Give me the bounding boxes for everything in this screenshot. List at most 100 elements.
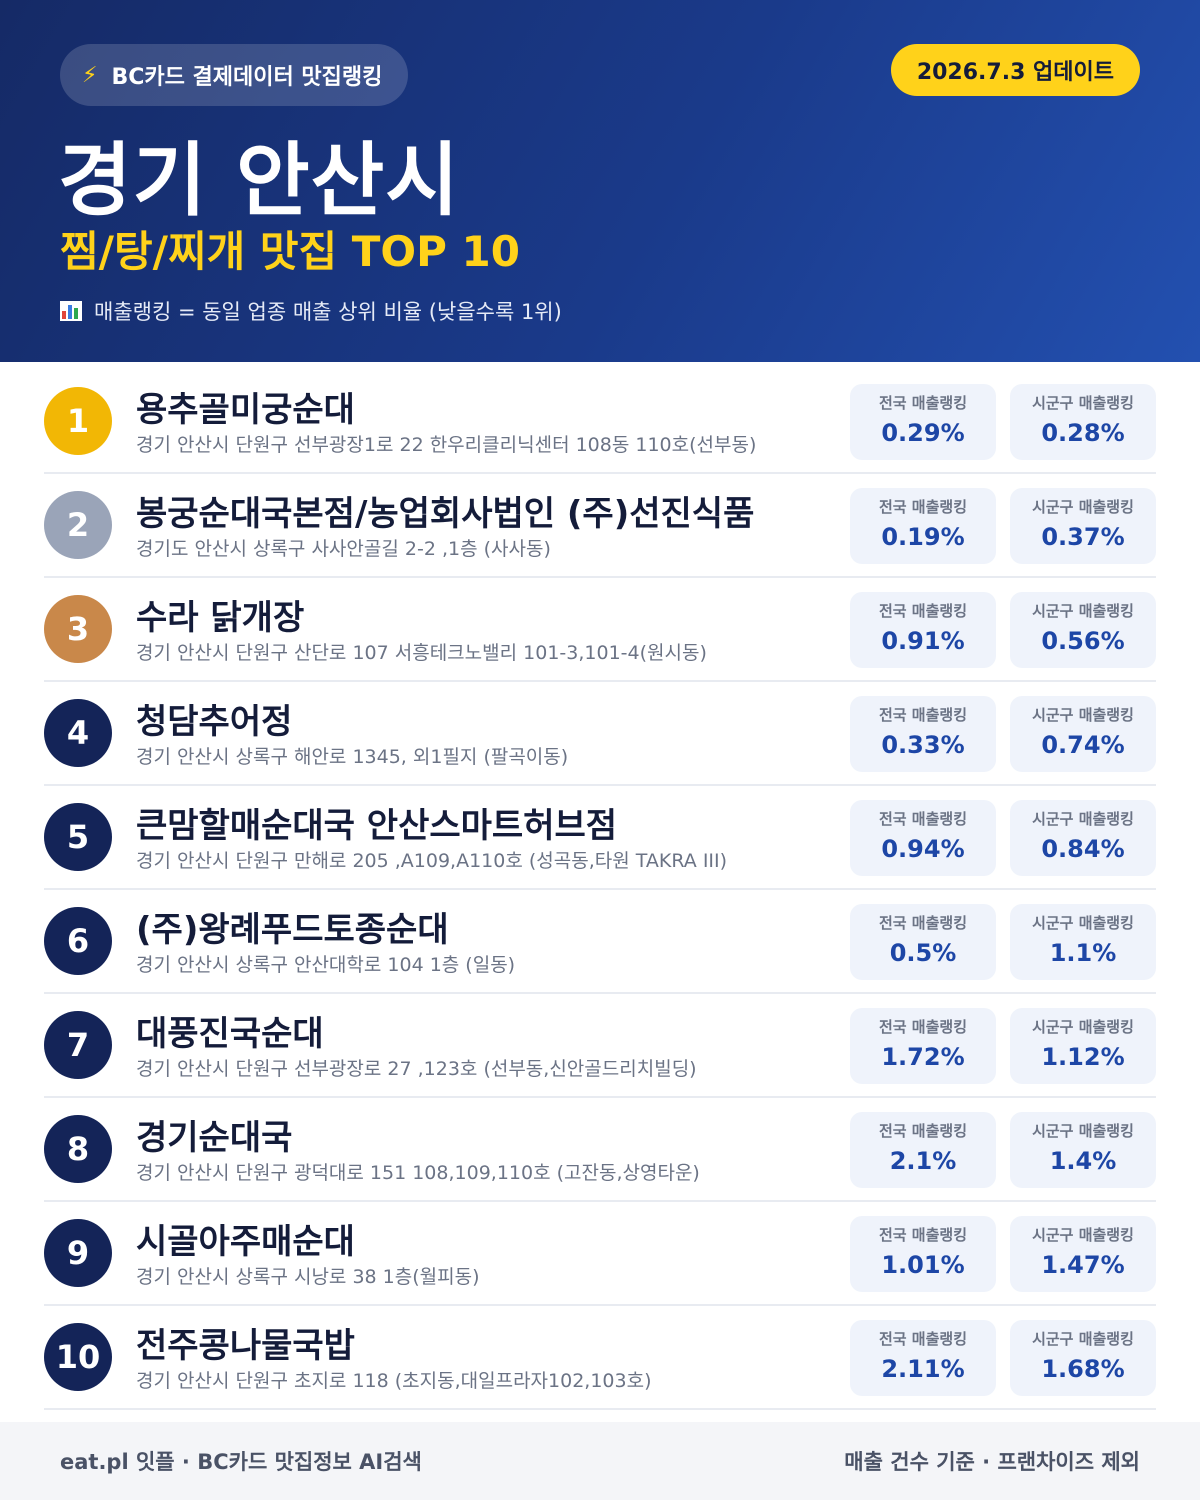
restaurant-address: 경기 안산시 상록구 안산대학로 104 1층 (일동) <box>136 954 516 976</box>
national-ranking-value: 0.33% <box>881 731 965 759</box>
local-ranking-box: 시군구 매출랭킹 0.74% <box>1010 696 1156 772</box>
restaurant-name[interactable]: 시골아주매순대 <box>136 1222 355 1262</box>
local-ranking-value: 0.56% <box>1041 627 1125 655</box>
national-ranking-value: 1.01% <box>881 1251 965 1279</box>
national-ranking-label: 전국 매출랭킹 <box>878 602 968 620</box>
rank-badge: 4 <box>44 699 112 767</box>
local-ranking-box: 시군구 매출랭킹 0.84% <box>1010 800 1156 876</box>
local-ranking-value: 0.28% <box>1041 419 1125 447</box>
local-ranking-box: 시군구 매출랭킹 1.47% <box>1010 1216 1156 1292</box>
restaurant-name[interactable]: (주)왕례푸드토종순대 <box>136 910 449 950</box>
restaurant-row[interactable]: 9 시골아주매순대 경기 안산시 상록구 시낭로 38 1층(월피동) 전국 매출랭킹… <box>44 1202 1156 1306</box>
national-ranking-value: 0.19% <box>881 523 965 551</box>
restaurant-name[interactable]: 전주콩나물국밥 <box>136 1326 355 1366</box>
local-ranking-box: 시군구 매출랭킹 0.28% <box>1010 384 1156 460</box>
national-ranking-label: 전국 매출랭킹 <box>878 394 968 412</box>
restaurant-name[interactable]: 큰맘할매순대국 안산스마트허브점 <box>136 806 618 846</box>
local-ranking-label: 시군구 매출랭킹 <box>1032 914 1134 932</box>
rank-badge: 1 <box>44 387 112 455</box>
restaurant-address: 경기도 안산시 상록구 사사안골길 2-2 ,1층 (사사동) <box>136 538 551 560</box>
local-ranking-label: 시군구 매출랭킹 <box>1032 1018 1134 1036</box>
local-ranking-value: 1.68% <box>1041 1355 1125 1383</box>
rank-badge: 6 <box>44 907 112 975</box>
rank-badge: 8 <box>44 1115 112 1183</box>
rank-badge: 5 <box>44 803 112 871</box>
national-ranking-box: 전국 매출랭킹 2.1% <box>850 1112 996 1188</box>
local-ranking-label: 시군구 매출랭킹 <box>1032 1330 1134 1348</box>
restaurant-name[interactable]: 봉궁순대국본점/농업회사법인 (주)선진식품 <box>136 494 755 534</box>
local-ranking-label: 시군구 매출랭킹 <box>1032 1122 1134 1140</box>
bar-chart-icon <box>60 301 82 321</box>
national-ranking-label: 전국 매출랭킹 <box>878 706 968 724</box>
national-ranking-box: 전국 매출랭킹 0.94% <box>850 800 996 876</box>
local-ranking-value: 0.37% <box>1041 523 1125 551</box>
national-ranking-label: 전국 매출랭킹 <box>878 498 968 516</box>
lightning-icon: ⚡ <box>82 62 98 88</box>
restaurant-name[interactable]: 청담추어정 <box>136 702 293 742</box>
national-ranking-box: 전국 매출랭킹 0.5% <box>850 904 996 980</box>
local-ranking-label: 시군구 매출랭킹 <box>1032 1226 1134 1244</box>
footer-note: 매출 건수 기준 · 프랜차이즈 제외 <box>844 1450 1140 1474</box>
footer-brand: eat.pl 잇플 · BC카드 맛집정보 AI검색 <box>60 1450 422 1474</box>
restaurant-address: 경기 안산시 단원구 선부광장1로 22 한우리클리닉센터 108동 110호(… <box>136 434 757 456</box>
ranking-note-text: 매출랭킹 = 동일 업종 매출 상위 비율 (낮을수록 1위) <box>94 300 562 324</box>
national-ranking-value: 0.29% <box>881 419 965 447</box>
national-ranking-label: 전국 매출랭킹 <box>878 914 968 932</box>
local-ranking-label: 시군구 매출랭킹 <box>1032 498 1134 516</box>
national-ranking-label: 전국 매출랭킹 <box>878 1226 968 1244</box>
ranking-note: 매출랭킹 = 동일 업종 매출 상위 비율 (낮을수록 1위) <box>60 296 562 326</box>
restaurant-address: 경기 안산시 단원구 산단로 107 서흥테크노밸리 101-3,101-4(원… <box>136 642 707 664</box>
local-ranking-box: 시군구 매출랭킹 0.37% <box>1010 488 1156 564</box>
national-ranking-label: 전국 매출랭킹 <box>878 1018 968 1036</box>
national-ranking-value: 2.11% <box>881 1355 965 1383</box>
source-badge: ⚡ BC카드 결제데이터 맛집랭킹 <box>60 44 409 106</box>
national-ranking-box: 전국 매출랭킹 1.72% <box>850 1008 996 1084</box>
national-ranking-box: 전국 매출랭킹 0.33% <box>850 696 996 772</box>
local-ranking-label: 시군구 매출랭킹 <box>1032 602 1134 620</box>
restaurant-address: 경기 안산시 단원구 광덕대로 151 108,109,110호 (고잔동,상영… <box>136 1162 700 1184</box>
local-ranking-value: 1.12% <box>1041 1043 1125 1071</box>
local-ranking-value: 1.1% <box>1049 939 1117 967</box>
national-ranking-value: 1.72% <box>881 1043 965 1071</box>
update-date-badge: 2026.7.3 업데이트 <box>890 44 1140 96</box>
restaurant-name[interactable]: 대풍진국순대 <box>136 1014 324 1054</box>
national-ranking-value: 0.5% <box>889 939 957 967</box>
local-ranking-value: 1.47% <box>1041 1251 1125 1279</box>
restaurant-address: 경기 안산시 단원구 만해로 205 ,A109,A110호 (성곡동,타원 T… <box>136 850 728 872</box>
rank-badge: 10 <box>44 1323 112 1391</box>
local-ranking-value: 1.4% <box>1049 1147 1117 1175</box>
national-ranking-box: 전국 매출랭킹 2.11% <box>850 1320 996 1396</box>
restaurant-address: 경기 안산시 상록구 해안로 1345, 외1필지 (팔곡이동) <box>136 746 569 768</box>
national-ranking-value: 2.1% <box>889 1147 957 1175</box>
source-badge-label: BC카드 결제데이터 맛집랭킹 <box>111 65 383 90</box>
rank-badge: 3 <box>44 595 112 663</box>
rank-badge: 2 <box>44 491 112 559</box>
rank-badge: 9 <box>44 1219 112 1287</box>
restaurant-row[interactable]: 10 전주콩나물국밥 경기 안산시 단원구 초지로 118 (초지동,대일프라자10… <box>44 1306 1156 1410</box>
local-ranking-box: 시군구 매출랭킹 1.4% <box>1010 1112 1156 1188</box>
national-ranking-box: 전국 매출랭킹 0.29% <box>850 384 996 460</box>
restaurant-name[interactable]: 용추골미궁순대 <box>136 390 355 430</box>
national-ranking-label: 전국 매출랭킹 <box>878 1330 968 1348</box>
restaurant-address: 경기 안산시 단원구 선부광장로 27 ,123호 (선부동,신안골드리치빌딩) <box>136 1058 697 1080</box>
national-ranking-box: 전국 매출랭킹 1.01% <box>850 1216 996 1292</box>
page-title: 경기 안산시 <box>58 134 460 227</box>
restaurant-name[interactable]: 경기순대국 <box>136 1118 293 1158</box>
restaurant-name[interactable]: 수라 닭개장 <box>136 598 305 638</box>
local-ranking-label: 시군구 매출랭킹 <box>1032 394 1134 412</box>
footer: eat.pl 잇플 · BC카드 맛집정보 AI검색 매출 건수 기준 · 프랜… <box>0 1422 1200 1500</box>
rank-badge: 7 <box>44 1011 112 1079</box>
local-ranking-box: 시군구 매출랭킹 1.12% <box>1010 1008 1156 1084</box>
local-ranking-box: 시군구 매출랭킹 1.1% <box>1010 904 1156 980</box>
national-ranking-box: 전국 매출랭킹 0.91% <box>850 592 996 668</box>
page-subtitle: 찜/탕/찌개 맛집 TOP 10 <box>60 227 520 276</box>
